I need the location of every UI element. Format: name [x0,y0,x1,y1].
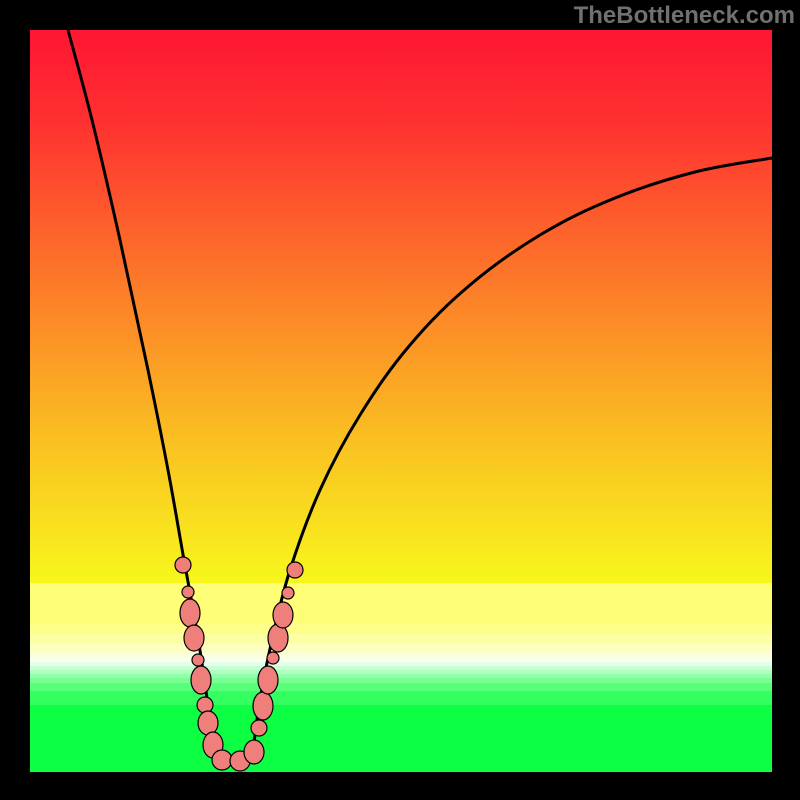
marker-left [191,666,211,694]
marker-right [253,692,273,720]
curve-right-branch [252,158,772,758]
marker-left [184,625,204,651]
watermark-text: TheBottleneck.com [574,2,795,30]
marker-right [258,666,278,694]
marker-right [282,587,294,599]
marker-right [244,740,264,764]
marker-bottom [212,750,232,770]
v-curve-overlay [0,0,800,800]
marker-right [287,562,303,578]
marker-left [182,586,194,598]
marker-left [180,599,200,627]
marker-right [273,602,293,628]
marker-left [198,711,218,735]
marker-right [251,720,267,736]
marker-left [175,557,191,573]
marker-left [192,654,204,666]
marker-right [267,652,279,664]
marker-left [197,697,213,713]
